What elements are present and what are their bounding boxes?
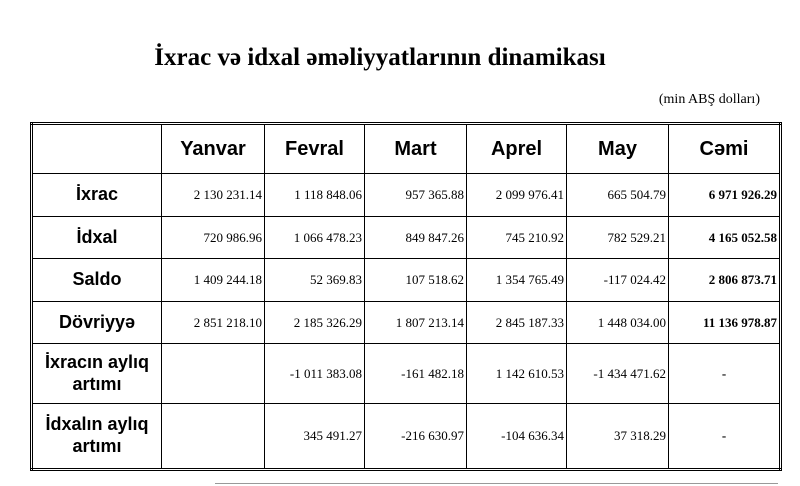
cell: 1 118 848.06 xyxy=(264,173,365,217)
row-label: İxrac xyxy=(31,173,162,217)
cell: 720 986.96 xyxy=(161,216,265,259)
cell: 849 847.26 xyxy=(364,216,467,259)
cell: 1 354 765.49 xyxy=(466,258,567,302)
data-table: Yanvar Fevral Mart Aprel May Cəmi İxrac 2 130 … xyxy=(30,122,782,471)
cell: 52 369.83 xyxy=(264,258,365,302)
cell xyxy=(161,343,265,404)
cell: 2 806 873.71 xyxy=(668,258,781,302)
cell: 1 066 478.23 xyxy=(264,216,365,259)
cell: 2 185 326.29 xyxy=(264,301,365,344)
cell: 2 130 231.14 xyxy=(161,173,265,217)
cell: -117 024.42 xyxy=(566,258,669,302)
cell: 1 142 610.53 xyxy=(466,343,567,404)
row-label: İdxal xyxy=(31,216,162,259)
cell: 1 409 244.18 xyxy=(161,258,265,302)
cell: 11 136 978.87 xyxy=(668,301,781,344)
cell: -161 482.18 xyxy=(364,343,467,404)
table-row: İxracın aylıq artımı -1 011 383.08 -161 48… xyxy=(31,343,781,404)
cell: 1 807 213.14 xyxy=(364,301,467,344)
column-header: Mart xyxy=(364,123,467,174)
row-label: Dövriyyə xyxy=(31,301,162,344)
footer-rule xyxy=(215,483,778,484)
header-row: Yanvar Fevral Mart Aprel May Cəmi xyxy=(31,123,781,174)
table-row: İdxal 720 986.96 1 066 478.23 849 847.26 745… xyxy=(31,216,781,259)
cell: 782 529.21 xyxy=(566,216,669,259)
column-header: Fevral xyxy=(264,123,365,174)
cell: 2 845 187.33 xyxy=(466,301,567,344)
cell: 1 448 034.00 xyxy=(566,301,669,344)
table-row: İdxalın aylıq artımı 345 491.27 -216 630.9… xyxy=(31,403,781,470)
unit-note: (min ABŞ dolları) xyxy=(658,92,760,107)
table-row: Dövriyyə 2 851 218.10 2 185 326.29 1 807 21… xyxy=(31,301,781,344)
cell: - xyxy=(668,343,781,404)
cell: 745 210.92 xyxy=(466,216,567,259)
row-label: İdxalın aylıq artımı xyxy=(31,403,162,470)
column-header: Cəmi xyxy=(668,123,781,174)
cell: -1 011 383.08 xyxy=(264,343,365,404)
cell: 2 099 976.41 xyxy=(466,173,567,217)
table-row: Saldo 1 409 244.18 52 369.83 107 518.62 1 35… xyxy=(31,258,781,302)
column-header: Aprel xyxy=(466,123,567,174)
cell: -216 630.97 xyxy=(364,403,467,470)
corner-cell xyxy=(31,123,162,174)
title: İxrac və idxal əməliyyatlarının dinamika… xyxy=(154,44,606,71)
column-header: Yanvar xyxy=(161,123,265,174)
cell: 2 851 218.10 xyxy=(161,301,265,344)
cell: - xyxy=(668,403,781,470)
table-row: İxrac 2 130 231.14 1 118 848.06 957 365.88 2… xyxy=(31,173,781,217)
cell: 957 365.88 xyxy=(364,173,467,217)
cell: 345 491.27 xyxy=(264,403,365,470)
table-body: İxrac 2 130 231.14 1 118 848.06 957 365.88 2… xyxy=(31,173,781,470)
cell: -104 636.34 xyxy=(466,403,567,470)
cell: 107 518.62 xyxy=(364,258,467,302)
cell: 4 165 052.58 xyxy=(668,216,781,259)
column-header: May xyxy=(566,123,669,174)
row-label: İxracın aylıq artımı xyxy=(31,343,162,404)
cell: 6 971 926.29 xyxy=(668,173,781,217)
row-label: Saldo xyxy=(31,258,162,302)
cell: 37 318.29 xyxy=(566,403,669,470)
cell: 665 504.79 xyxy=(566,173,669,217)
cell xyxy=(161,403,265,470)
cell: -1 434 471.62 xyxy=(566,343,669,404)
